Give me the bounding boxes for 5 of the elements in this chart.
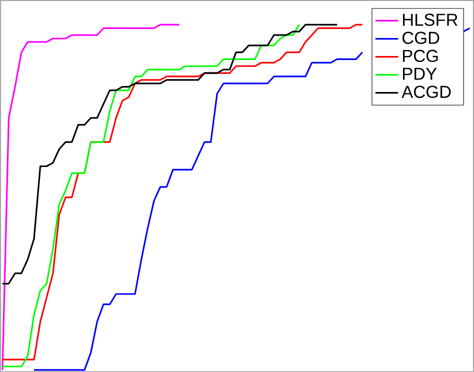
legend-label: HLSFR xyxy=(403,14,458,26)
legend-label: PDY xyxy=(403,68,437,80)
legend-label: PCG xyxy=(403,50,438,62)
legend-label: ACGD xyxy=(402,86,451,98)
legend-label: CGD xyxy=(402,32,440,44)
